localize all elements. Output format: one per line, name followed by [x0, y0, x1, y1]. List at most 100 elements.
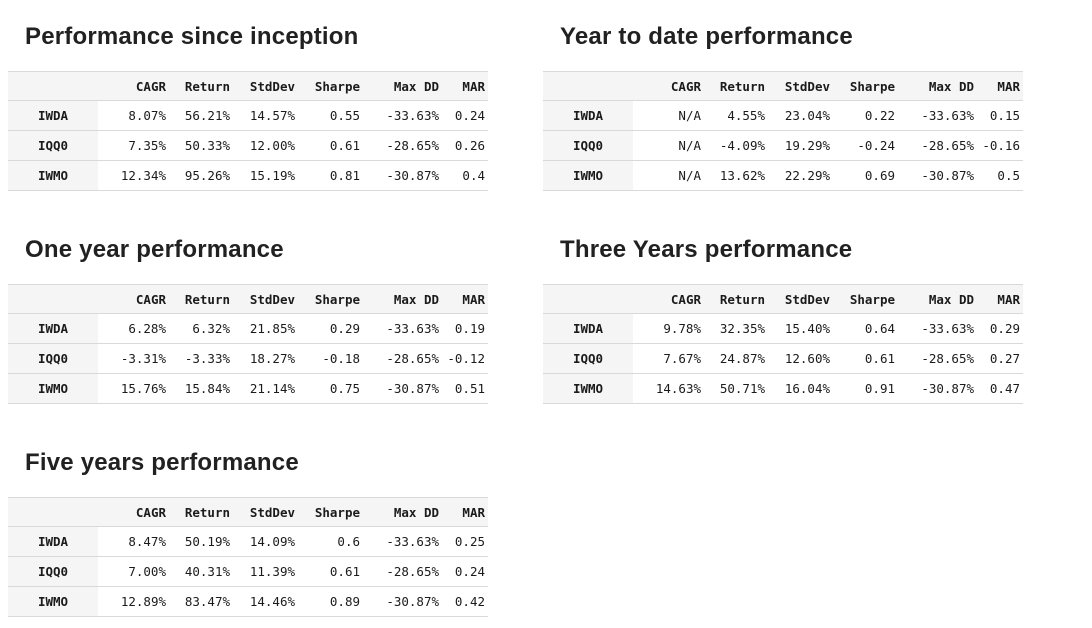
data-cell: 0.27: [976, 343, 1023, 374]
data-cell: 12.60%: [767, 343, 832, 374]
data-cell: 15.40%: [767, 313, 832, 344]
column-header: StdDev: [232, 497, 297, 527]
corner-cell: [8, 284, 98, 314]
corner-cell: [8, 71, 98, 101]
row-label: IWDA: [543, 100, 633, 131]
data-cell: -33.63%: [362, 526, 441, 557]
column-header: Return: [703, 284, 767, 314]
corner-cell: [8, 497, 98, 527]
data-cell: 0.55: [297, 100, 362, 131]
data-cell: 22.29%: [767, 160, 832, 191]
data-cell: 24.87%: [703, 343, 767, 374]
column-header: Max DD: [897, 71, 976, 101]
data-cell: -30.87%: [362, 373, 441, 404]
data-cell: 83.47%: [168, 586, 232, 617]
column-header: StdDev: [767, 71, 832, 101]
data-cell: -0.16: [976, 130, 1023, 161]
data-cell: 19.29%: [767, 130, 832, 161]
data-cell: 9.78%: [633, 313, 703, 344]
column-header: MAR: [976, 284, 1023, 314]
data-cell: 0.24: [441, 556, 488, 587]
data-cell: 0.61: [297, 130, 362, 161]
header-row: CAGR Return StdDev Sharpe Max DD MAR: [8, 71, 488, 101]
data-cell: 95.26%: [168, 160, 232, 191]
table-row: IWDA 8.47% 50.19% 14.09% 0.6 -33.63% 0.25: [8, 526, 488, 557]
data-cell: -28.65%: [362, 130, 441, 161]
column-header: CAGR: [633, 284, 703, 314]
data-cell: 12.34%: [98, 160, 168, 191]
table-row: IWMO 12.34% 95.26% 15.19% 0.81 -30.87% 0.4: [8, 160, 488, 191]
data-cell: -0.18: [297, 343, 362, 374]
data-cell: -30.87%: [897, 373, 976, 404]
data-cell: 14.63%: [633, 373, 703, 404]
corner-cell: [543, 284, 633, 314]
data-cell: -3.31%: [98, 343, 168, 374]
data-cell: 15.19%: [232, 160, 297, 191]
data-cell: -30.87%: [897, 160, 976, 191]
data-cell: 6.32%: [168, 313, 232, 344]
table-row: IQQ0 -3.31% -3.33% 18.27% -0.18 -28.65% -0.12: [8, 343, 488, 374]
column-header: Sharpe: [297, 497, 362, 527]
row-label: IWDA: [8, 100, 98, 131]
column-header: StdDev: [232, 284, 297, 314]
performance-section: Five years performance CAGR Return StdDev S…: [8, 434, 488, 617]
performance-section: Performance since inception CAGR Return St…: [8, 8, 488, 191]
data-cell: 6.28%: [98, 313, 168, 344]
data-cell: 0.51: [441, 373, 488, 404]
data-cell: -0.24: [832, 130, 897, 161]
table-row: IWDA N/A 4.55% 23.04% 0.22 -33.63% 0.15: [543, 100, 1023, 131]
section-title: Performance since inception: [25, 23, 359, 50]
data-cell: -30.87%: [362, 586, 441, 617]
column-header: Return: [168, 284, 232, 314]
data-cell: 0.42: [441, 586, 488, 617]
data-cell: 0.47: [976, 373, 1023, 404]
row-label: IWDA: [8, 313, 98, 344]
corner-cell: [543, 71, 633, 101]
data-cell: 7.67%: [633, 343, 703, 374]
data-cell: 0.64: [832, 313, 897, 344]
data-cell: 14.57%: [232, 100, 297, 131]
section-title: Three Years performance: [560, 236, 853, 263]
data-cell: 0.75: [297, 373, 362, 404]
row-label: IWMO: [8, 373, 98, 404]
data-cell: 8.47%: [98, 526, 168, 557]
row-label: IWMO: [8, 586, 98, 617]
row-label: IWMO: [8, 160, 98, 191]
column-header: Max DD: [362, 284, 441, 314]
column-header: StdDev: [767, 284, 832, 314]
data-cell: 50.19%: [168, 526, 232, 557]
table-row: IQQ0 7.67% 24.87% 12.60% 0.61 -28.65% 0.27: [543, 343, 1023, 374]
data-cell: -33.63%: [362, 313, 441, 344]
data-cell: 4.55%: [703, 100, 767, 131]
column-header: CAGR: [98, 284, 168, 314]
data-cell: 50.71%: [703, 373, 767, 404]
data-cell: 15.76%: [98, 373, 168, 404]
column-header: CAGR: [633, 71, 703, 101]
column-header: Sharpe: [832, 284, 897, 314]
performance-table: CAGR Return StdDev Sharpe Max DD MAR IWDA 8.47…: [8, 497, 488, 617]
performance-table: CAGR Return StdDev Sharpe Max DD MAR IWDA 8.07…: [8, 71, 488, 191]
column-header: StdDev: [232, 71, 297, 101]
data-cell: 0.5: [976, 160, 1023, 191]
section-title: Five years performance: [25, 449, 299, 476]
table-row: IWMO 15.76% 15.84% 21.14% 0.75 -30.87% 0.51: [8, 373, 488, 404]
data-cell: 0.29: [976, 313, 1023, 344]
data-cell: -28.65%: [362, 343, 441, 374]
column-header: Sharpe: [297, 71, 362, 101]
table-row: IWDA 6.28% 6.32% 21.85% 0.29 -33.63% 0.19: [8, 313, 488, 344]
data-cell: N/A: [633, 160, 703, 191]
column-header: Sharpe: [297, 284, 362, 314]
data-cell: 0.89: [297, 586, 362, 617]
row-label: IWMO: [543, 160, 633, 191]
data-cell: 0.61: [297, 556, 362, 587]
performance-table: CAGR Return StdDev Sharpe Max DD MAR IWDA 9.78…: [543, 284, 1023, 404]
data-cell: -33.63%: [897, 313, 976, 344]
data-cell: 0.69: [832, 160, 897, 191]
data-cell: 0.4: [441, 160, 488, 191]
data-cell: -4.09%: [703, 130, 767, 161]
data-cell: 0.25: [441, 526, 488, 557]
data-cell: 0.81: [297, 160, 362, 191]
data-cell: 8.07%: [98, 100, 168, 131]
data-cell: 0.22: [832, 100, 897, 131]
data-cell: 16.04%: [767, 373, 832, 404]
